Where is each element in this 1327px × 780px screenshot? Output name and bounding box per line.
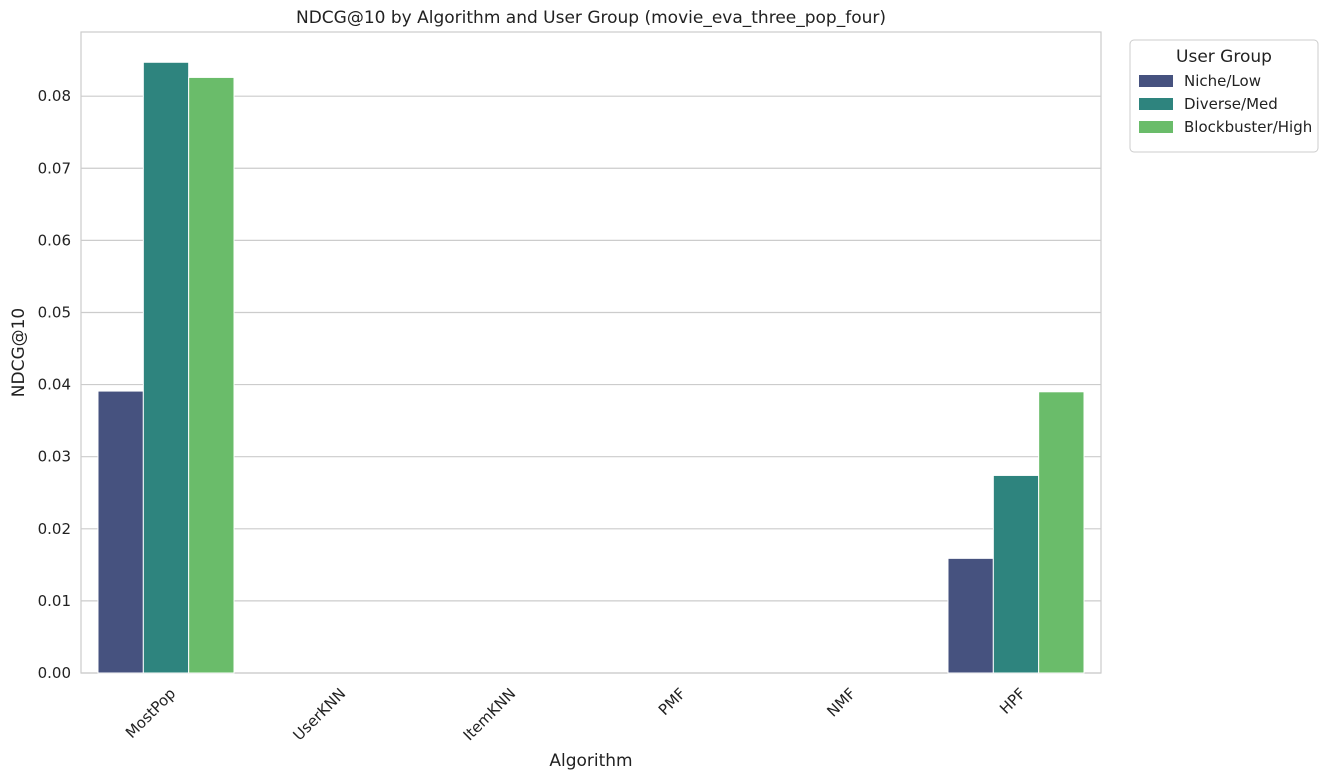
x-tick-label: ItemKNN — [460, 685, 520, 745]
bars — [97, 61, 1085, 674]
bar-mostpop-blockbuster-high — [188, 76, 235, 674]
bar-mostpop-diverse-med — [142, 61, 190, 674]
y-tick-label: 0.03 — [38, 448, 71, 466]
x-tick-label: UserKNN — [290, 685, 350, 745]
y-axis-ticks: 0.00 0.01 0.02 0.03 0.04 0.05 0.06 0.07 0.08 — [38, 87, 71, 682]
y-tick-label: 0.07 — [38, 159, 71, 177]
y-tick-label: 0.08 — [38, 87, 71, 105]
chart-title: NDCG@10 by Algorithm and User Group (mov… — [296, 8, 886, 28]
plot-area — [80, 31, 1102, 674]
bar-hpf-niche-low — [947, 557, 994, 674]
legend-label: Diverse/Med — [1184, 95, 1278, 113]
y-tick-label: 0.06 — [38, 231, 71, 249]
legend: User Group Niche/Low Diverse/Med Blockbust… — [1129, 39, 1319, 153]
y-tick-label: 0.01 — [38, 592, 71, 610]
y-tick-label: 0.02 — [38, 520, 71, 538]
legend-label: Blockbuster/High — [1184, 118, 1312, 136]
x-axis-label: Algorithm — [549, 751, 632, 771]
x-tick-label: MostPop — [122, 685, 179, 742]
y-tick-label: 0.00 — [38, 664, 71, 682]
x-tick-label: HPF — [996, 685, 1029, 718]
legend-items: Niche/Low Diverse/Med Blockbuster/High — [1139, 72, 1312, 136]
gridlines — [81, 95, 1101, 674]
y-tick-label: 0.05 — [38, 303, 71, 321]
y-tick-label: 0.04 — [38, 376, 71, 394]
x-tick-label: PMF — [655, 685, 689, 719]
bar-hpf-blockbuster-high — [1038, 391, 1085, 674]
legend-swatch — [1139, 98, 1173, 110]
legend-swatch — [1139, 121, 1173, 133]
legend-title: User Group — [1176, 47, 1272, 67]
legend-swatch — [1139, 75, 1173, 87]
legend-box — [1129, 39, 1319, 153]
x-tick-label: NMF — [823, 685, 859, 721]
legend-label: Niche/Low — [1184, 72, 1261, 90]
bar-mostpop-niche-low — [97, 390, 144, 674]
bar-hpf-diverse-med — [992, 474, 1040, 674]
y-axis-label: NDCG@10 — [9, 308, 29, 397]
x-axis-ticks: MostPop UserKNN ItemKNN PMF NMF HPF — [122, 685, 1029, 745]
